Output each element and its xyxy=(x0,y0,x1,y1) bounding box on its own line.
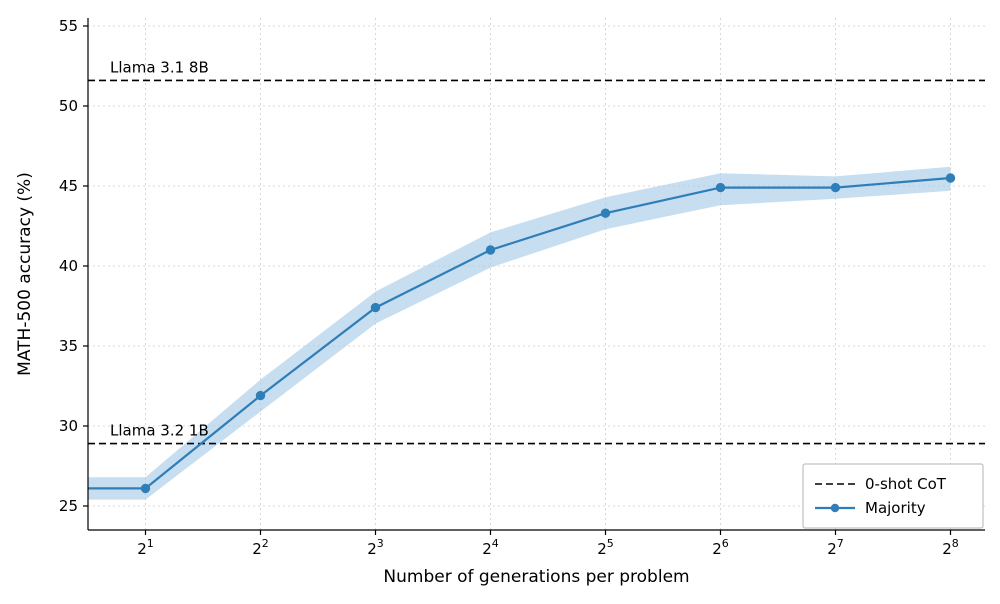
tick-label-y: 45 xyxy=(59,177,78,195)
x-axis-label: Number of generations per problem xyxy=(383,567,689,587)
series-marker-majority xyxy=(371,303,379,311)
tick-label-y: 40 xyxy=(59,257,78,275)
series-marker-majority xyxy=(831,183,839,191)
legend-box xyxy=(803,464,983,528)
tick-label-y: 55 xyxy=(59,17,78,35)
legend-label: 0-shot CoT xyxy=(865,475,947,493)
legend-label: Majority xyxy=(865,499,926,517)
series-marker-majority xyxy=(716,183,724,191)
series-marker-majority xyxy=(486,246,494,254)
y-axis-label: MATH-500 accuracy (%) xyxy=(15,172,35,376)
tick-label-y: 50 xyxy=(59,97,78,115)
tick-label-y: 25 xyxy=(59,497,78,515)
ref-line-label-0: Llama 3.1 8B xyxy=(110,58,209,76)
legend: 0-shot CoT Majority xyxy=(803,464,983,528)
chart-container: 212223242526272825303540455055Number of … xyxy=(0,0,1000,600)
series-marker-majority xyxy=(256,391,264,399)
series-marker-majority xyxy=(946,174,954,182)
tick-label-y: 35 xyxy=(59,337,78,355)
tick-label-y: 30 xyxy=(59,417,78,435)
series-marker-majority xyxy=(601,209,609,217)
legend-swatch-marker xyxy=(831,504,839,512)
ref-line-label-1: Llama 3.2 1B xyxy=(110,422,209,440)
chart-svg: 212223242526272825303540455055Number of … xyxy=(0,0,1000,600)
series-marker-majority xyxy=(141,484,149,492)
